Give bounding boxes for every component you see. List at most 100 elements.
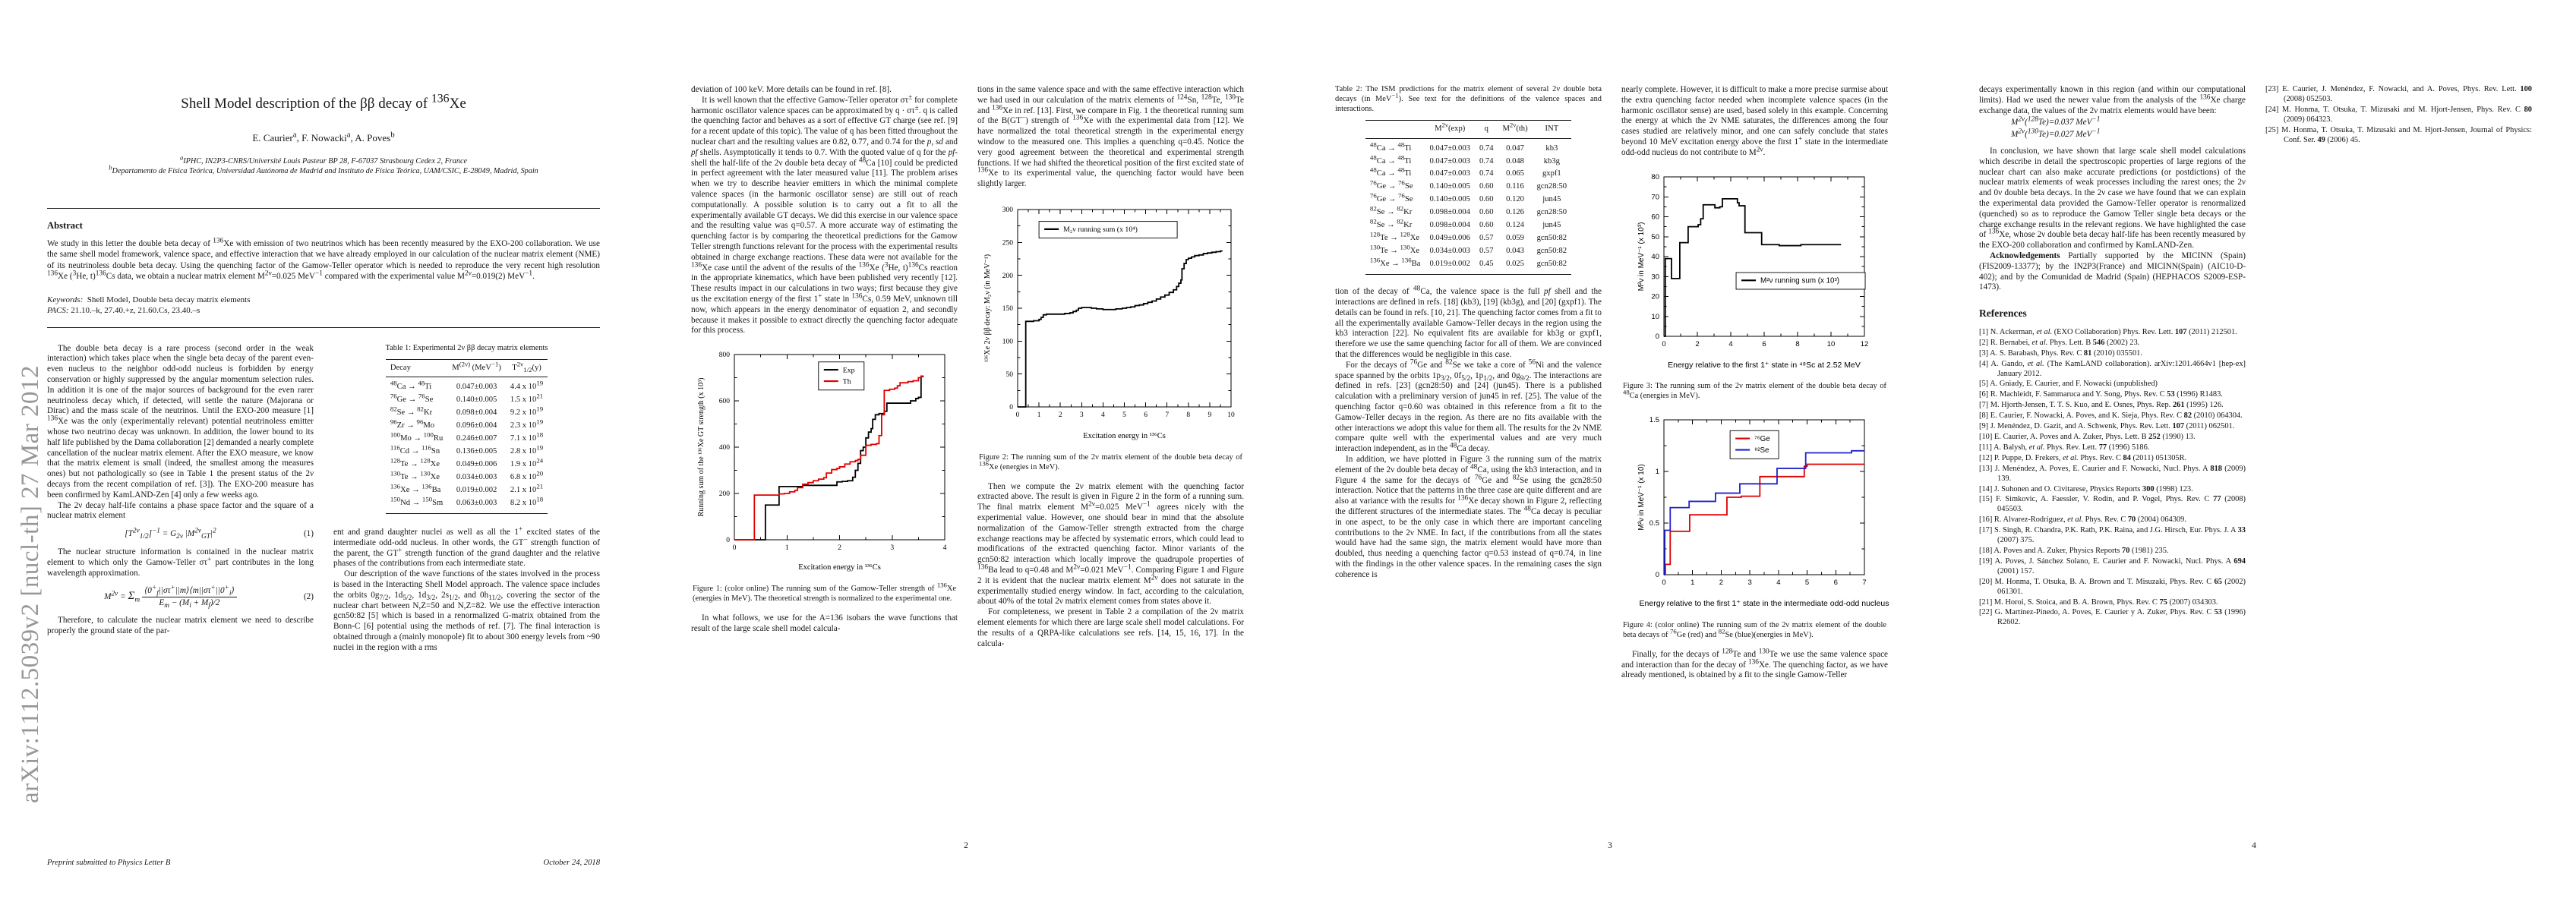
- figure-2: 0 1 2 3 4 5 6 7 8 9 10 0 50 100 150 200 250 300 M₂ν runnin…: [977, 200, 1244, 447]
- paper-authors: E. Cauriera, F. Nowackia, A. Povesb: [252, 130, 395, 143]
- svg-text:4: 4: [943, 544, 947, 552]
- matrix-element-cell: 0.096±0.004: [456, 421, 497, 430]
- paragraph: deviation of 100 keV. More details can b…: [691, 85, 892, 94]
- svg-text:0.5: 0.5: [1649, 519, 1659, 528]
- svg-text:0: 0: [1655, 333, 1659, 341]
- reference-item: [7] M. Hjorth-Jensen, T. T. S. Kuo, and …: [1979, 401, 2224, 410]
- figure-3: 0 2 4 6 8 10 12 0 10 20 30 40 50 60 70 80 M²ν running su…: [1621, 169, 1888, 377]
- paragraph: It is well known that the effective Gamo…: [691, 93, 958, 336]
- paragraph: Finally, for the decays of 128Te and 130…: [1621, 648, 1888, 680]
- affiliation-a: aIPHC, IN2P3-CNRS/Université Louis Paste…: [179, 153, 468, 165]
- decay-cell: 76Ge → 76Se: [390, 392, 434, 405]
- table-row: 96Zr → 96Mo 0.096±0.004 2.3 x 1019: [386, 418, 548, 433]
- table-row: 76Ge → 76Se 0.140±0.005 1.5 x 1021: [386, 392, 548, 407]
- exp-cell: 0.034±0.003: [1429, 247, 1470, 256]
- svg-text:300: 300: [1002, 206, 1014, 214]
- half-life-cell: 1.9 x 1024: [510, 456, 544, 469]
- table-1: Decay M(2ν) (MeV−1) T2ν1/2(y) 48Ca → 48T…: [385, 359, 548, 514]
- paragraph: Therefore, to calculate the nuclear matr…: [47, 616, 314, 636]
- half-life-cell: 2.3 x 1019: [510, 418, 544, 430]
- half-life-cell: 2.1 x 1021: [510, 482, 544, 495]
- svg-text:Energy relative to the first 1: Energy relative to the first 1⁺ state in…: [1639, 599, 1889, 608]
- table-row: 136Xe → 136Ba 0.019±0.002 0.45 0.025 gcn…: [1365, 256, 1572, 275]
- acknowledgements: Acknowledgements Partially supported by …: [1979, 251, 2246, 292]
- reference-item: [19] A. Poves, J. Sánchez Solano, E. Cau…: [1979, 556, 2246, 575]
- table-1-header-row: Decay M(2ν) (MeV−1) T2ν1/2(y): [385, 359, 548, 377]
- svg-text:0: 0: [1655, 571, 1659, 579]
- svg-text:150: 150: [1002, 305, 1014, 313]
- table-row: 82Se → 82Kr 0.098±0.004 0.60 0.126 gcn28…: [1365, 205, 1571, 219]
- interaction-cell: gcn50:82: [1536, 247, 1567, 256]
- column-header: q: [1484, 124, 1488, 133]
- reference-item: [6] R. Machleidt, F. Sammaruca and Y. So…: [1979, 390, 2223, 399]
- references-list-continued: [23] E. Caurier, J. Menéndez, F. Nowacki…: [2265, 85, 2532, 145]
- reference-item: [10] E. Caurier, A. Poves and A. Zuker, …: [1979, 433, 2196, 441]
- q-cell: 0.57: [1479, 234, 1494, 243]
- decay-cell: 116Cd → 116Sn: [390, 443, 440, 456]
- matrix-element-cell: 0.049±0.006: [456, 460, 497, 469]
- svg-text:4: 4: [1776, 578, 1780, 587]
- svg-text:80: 80: [1651, 173, 1659, 181]
- references-list: [1] N. Ackerman, et al. (EXO Collaborati…: [1979, 328, 2246, 628]
- interaction-cell: jun45: [1542, 195, 1561, 204]
- exp-cell: 0.140±0.005: [1429, 195, 1470, 204]
- figure-1-plot: 0 1 2 3 4 0 200 400 600 800 Exp Th Excitation energy…: [693, 347, 955, 578]
- decay-cell: 96Zr → 96Mo: [390, 418, 435, 430]
- svg-text:800: 800: [719, 351, 731, 359]
- page3-left-column: Table 2: The ISM predictions for the mat…: [1335, 85, 1602, 681]
- matrix-element-cell: 0.140±0.005: [456, 396, 497, 405]
- svg-text:2: 2: [838, 544, 841, 552]
- q-cell: 0.74: [1479, 156, 1494, 165]
- table-row: 100Mo → 100Ru 0.246±0.007 7.1 x 1018: [386, 430, 548, 446]
- paragraph: tion of the decay of 48Ca, the valence s…: [1335, 285, 1602, 359]
- matrix-element-cell: 0.019±0.002: [456, 486, 497, 495]
- decay-cell: 128Te → 128Xe: [1369, 230, 1420, 243]
- svg-text:200: 200: [1002, 273, 1014, 280]
- svg-text:1: 1: [1690, 578, 1694, 587]
- page-2: deviation of 100 keV. More details can b…: [644, 0, 1288, 911]
- table-row: 130Te → 130Xe 0.034±0.003 6.8 x 1020: [386, 469, 548, 484]
- q-cell: 0.60: [1479, 221, 1494, 230]
- paragraph: In conclusion, we have shown that large …: [1979, 146, 2246, 251]
- reference-item: [16] R. Alvarez-Rodríguez, et al. Phys. …: [1979, 515, 2186, 525]
- page1-left-column: The double beta decay is a rare process …: [47, 344, 314, 654]
- matrix-element-cell: 0.098±0.004: [456, 408, 497, 418]
- page-number: 3: [1608, 841, 1612, 850]
- th-cell: 0.120: [1506, 195, 1524, 204]
- interaction-cell: jun45: [1542, 221, 1561, 230]
- decay-cell: 136Xe → 136Ba: [1369, 256, 1421, 269]
- page4-left-column: decays experimentally known in this regi…: [1979, 85, 2246, 629]
- page-1: arXiv:1112.5039v2 [nucl-th] 27 Mar 2012 …: [0, 0, 644, 911]
- table-row: 130Te → 130Xe 0.034±0.003 0.57 0.043 gcn…: [1365, 244, 1571, 258]
- interaction-cell: gcn28:50: [1536, 182, 1567, 191]
- svg-text:5: 5: [1804, 578, 1808, 587]
- svg-text:400: 400: [719, 444, 731, 452]
- svg-text:3: 3: [1080, 411, 1084, 419]
- decay-cell: 48Ca → 48Ti: [1369, 165, 1412, 178]
- decay-cell: 100Mo → 100Ru: [390, 430, 444, 443]
- svg-text:5: 5: [1122, 411, 1126, 419]
- figure-3-plot: 0 2 4 6 8 10 12 0 10 20 30 40 50 60 70 80 M²ν running su…: [1634, 169, 1877, 377]
- svg-text:12: 12: [1860, 340, 1868, 348]
- svg-text:0: 0: [1662, 340, 1665, 348]
- paragraph: The 2ν decay half-life contains a phase …: [47, 500, 314, 521]
- svg-text:3: 3: [890, 544, 894, 552]
- page4-right-column: [23] E. Caurier, J. Menéndez, F. Nowacki…: [2265, 85, 2532, 629]
- figure-1-caption: Figure 1: (color online) The running sum…: [693, 581, 956, 603]
- page1-footer: Preprint submitted to Physics Letter B O…: [47, 859, 600, 867]
- figure-4: 0 1 2 3 4 5 6 7 0 0.5 1 1.5 ⁷⁶Ge ⁸²Se Energy relative …: [1621, 412, 1889, 615]
- svg-text:50: 50: [1651, 233, 1659, 241]
- svg-text:10: 10: [1651, 313, 1659, 321]
- column-header: INT: [1545, 124, 1559, 133]
- decay-cell: 130Te → 130Xe: [390, 469, 440, 482]
- svg-text:1: 1: [1655, 468, 1659, 476]
- svg-text:M²ν in MeV⁻¹ (x 10): M²ν in MeV⁻¹ (x 10): [1637, 464, 1646, 531]
- paragraph: The nuclear structure information is con…: [47, 547, 314, 578]
- matrix-element-cell: 0.034±0.003: [456, 473, 497, 482]
- exp-cell: 0.098±0.004: [1429, 208, 1470, 217]
- figure-2-plot: 0 1 2 3 4 5 6 7 8 9 10 0 50 100 150 200 250 300 M₂ν runnin…: [980, 200, 1242, 447]
- table-row: 150Nd → 150Sm 0.063±0.003 8.2 x 1018: [385, 496, 548, 514]
- svg-text:6: 6: [1762, 340, 1766, 348]
- svg-text:60: 60: [1651, 213, 1659, 221]
